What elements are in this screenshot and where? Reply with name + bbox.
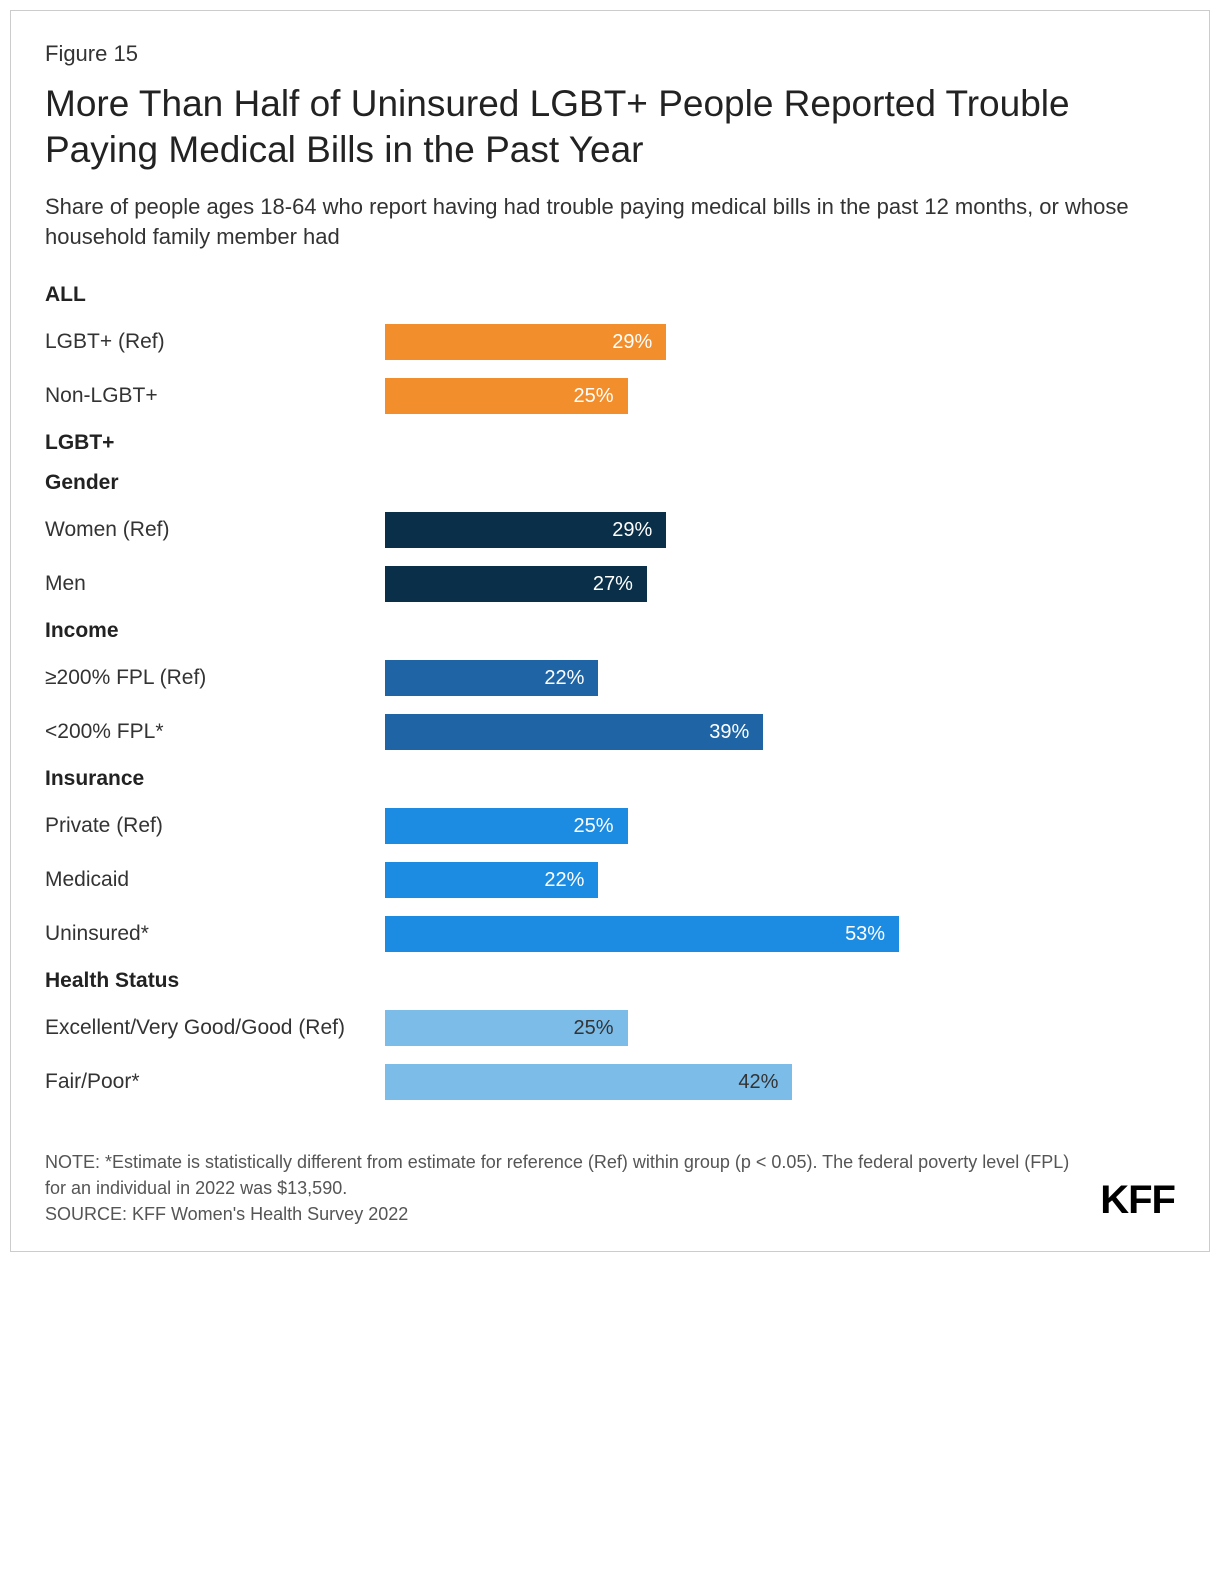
- row-label: Private (Ref): [45, 814, 385, 838]
- bar: 22%: [385, 862, 598, 898]
- row-label: Women (Ref): [45, 518, 385, 542]
- bar: 22%: [385, 660, 598, 696]
- bar-value: 42%: [738, 1071, 778, 1094]
- chart-row: Non-LGBT+ 25%: [45, 369, 1175, 423]
- bar: 27%: [385, 566, 647, 602]
- chart-row: Men 27%: [45, 557, 1175, 611]
- chart-row: Uninsured* 53%: [45, 907, 1175, 961]
- bar: 25%: [385, 378, 628, 414]
- bar: 39%: [385, 714, 763, 750]
- section-heading: ALL: [45, 283, 1175, 307]
- bar-track: 29%: [385, 512, 1175, 548]
- footer-source-text: SOURCE: KFF Women's Health Survey 2022: [45, 1201, 1070, 1227]
- bar-track: 53%: [385, 916, 1175, 952]
- figure-subtitle: Share of people ages 18-64 who report ha…: [45, 192, 1175, 254]
- row-label: Excellent/Very Good/Good (Ref): [45, 1016, 385, 1040]
- bar-track: 25%: [385, 808, 1175, 844]
- bar-track: 42%: [385, 1064, 1175, 1100]
- row-label: Uninsured*: [45, 922, 385, 946]
- bar-track: 25%: [385, 378, 1175, 414]
- footer-notes: NOTE: *Estimate is statistically differe…: [45, 1149, 1070, 1227]
- bar: 29%: [385, 512, 666, 548]
- bar: 42%: [385, 1064, 792, 1100]
- figure-number: Figure 15: [45, 41, 1175, 67]
- chart-row: LGBT+ (Ref) 29%: [45, 315, 1175, 369]
- bar-value: 39%: [709, 721, 749, 744]
- row-label: LGBT+ (Ref): [45, 330, 385, 354]
- chart-area: ALL LGBT+ (Ref) 29% Non-LGBT+ 25% LGBT+ Gender…: [45, 283, 1175, 1109]
- footer-note-text: NOTE: *Estimate is statistically differe…: [45, 1149, 1070, 1201]
- bar: 29%: [385, 324, 666, 360]
- bar-value: 27%: [593, 573, 633, 596]
- bar-value: 22%: [544, 667, 584, 690]
- row-label: Fair/Poor*: [45, 1070, 385, 1094]
- bar-track: 29%: [385, 324, 1175, 360]
- bar-track: 22%: [385, 660, 1175, 696]
- bar-track: 27%: [385, 566, 1175, 602]
- section-heading: Insurance: [45, 767, 1175, 791]
- row-label: Medicaid: [45, 868, 385, 892]
- bar-track: 22%: [385, 862, 1175, 898]
- bar-value: 25%: [573, 1017, 613, 1040]
- bar-value: 53%: [845, 923, 885, 946]
- bar-track: 39%: [385, 714, 1175, 750]
- bar-value: 22%: [544, 869, 584, 892]
- bar: 25%: [385, 808, 628, 844]
- row-label: <200% FPL*: [45, 720, 385, 744]
- chart-row: Medicaid 22%: [45, 853, 1175, 907]
- section-heading: Health Status: [45, 969, 1175, 993]
- row-label: Non-LGBT+: [45, 384, 385, 408]
- section-heading: Income: [45, 619, 1175, 643]
- figure-title: More Than Half of Uninsured LGBT+ People…: [45, 81, 1175, 174]
- bar-value: 29%: [612, 331, 652, 354]
- section-heading: LGBT+: [45, 431, 1175, 455]
- bar-value: 25%: [573, 815, 613, 838]
- figure-container: Figure 15 More Than Half of Uninsured LG…: [10, 10, 1210, 1252]
- bar: 25%: [385, 1010, 628, 1046]
- chart-row: Excellent/Very Good/Good (Ref) 25%: [45, 1001, 1175, 1055]
- figure-footer: NOTE: *Estimate is statistically differe…: [45, 1149, 1175, 1227]
- chart-row: Private (Ref) 25%: [45, 799, 1175, 853]
- bar-track: 25%: [385, 1010, 1175, 1046]
- chart-row: ≥200% FPL (Ref) 22%: [45, 651, 1175, 705]
- kff-logo: KFF: [1100, 1178, 1175, 1227]
- row-label: Men: [45, 572, 385, 596]
- bar-value: 29%: [612, 519, 652, 542]
- section-heading: Gender: [45, 471, 1175, 495]
- chart-row: <200% FPL* 39%: [45, 705, 1175, 759]
- row-label: ≥200% FPL (Ref): [45, 666, 385, 690]
- bar-value: 25%: [573, 385, 613, 408]
- bar: 53%: [385, 916, 899, 952]
- chart-row: Women (Ref) 29%: [45, 503, 1175, 557]
- chart-row: Fair/Poor* 42%: [45, 1055, 1175, 1109]
